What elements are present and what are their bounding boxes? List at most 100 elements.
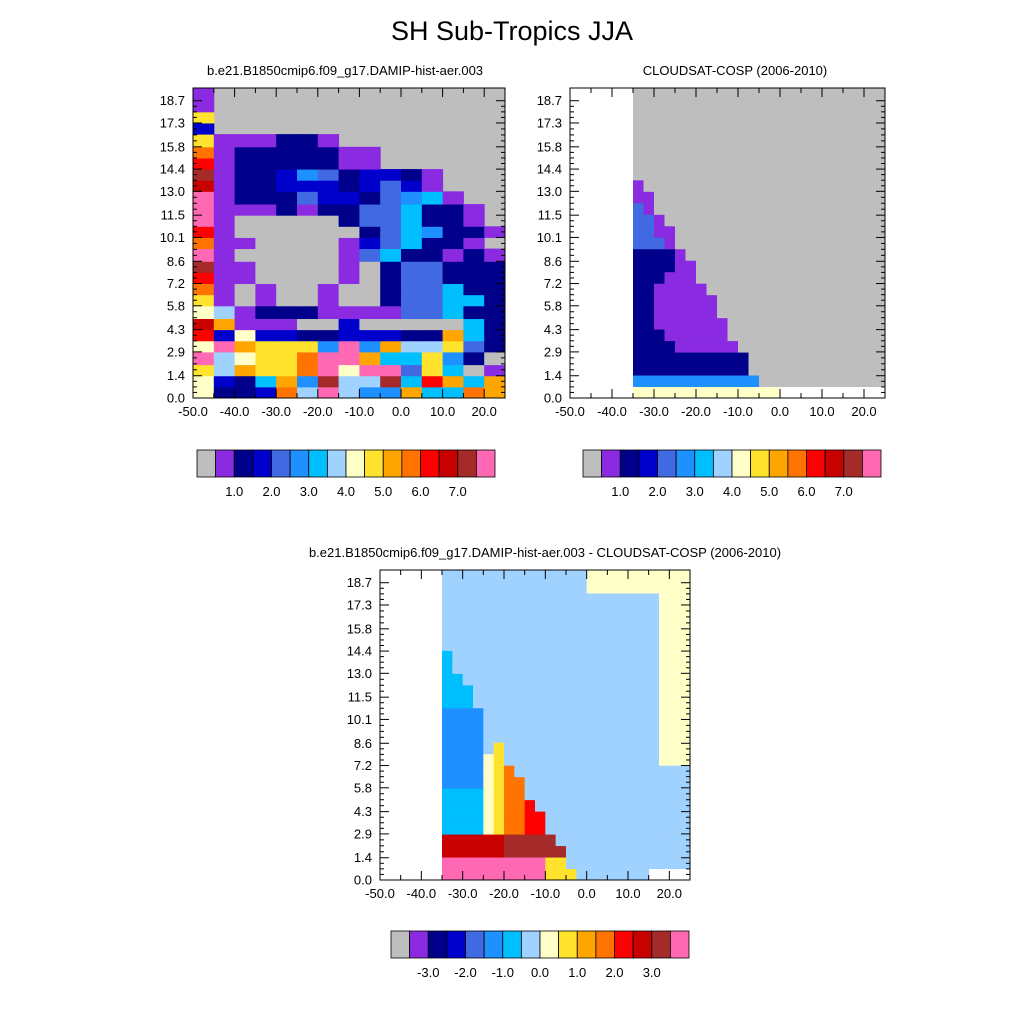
heatmap-cell: [811, 133, 823, 146]
heatmap-cell: [535, 742, 546, 755]
heatmap-cell: [748, 191, 760, 204]
heatmap-cell: [717, 88, 728, 100]
heatmap-cell: [864, 88, 875, 100]
heatmap-cell: [401, 237, 423, 250]
heatmap-cell: [276, 386, 298, 399]
y-tick-label: 17.3: [537, 115, 562, 130]
heatmap-cell: [874, 352, 886, 365]
heatmap-cell: [452, 868, 464, 881]
heatmap-cell: [380, 283, 402, 296]
heatmap-cell: [638, 581, 650, 594]
heatmap-cell: [545, 592, 557, 605]
heatmap-cell: [679, 570, 691, 582]
heatmap-cell: [790, 156, 802, 169]
heatmap-cell: [664, 179, 676, 192]
heatmap-cell: [801, 248, 812, 261]
heatmap-cell: [633, 122, 644, 135]
y-tick-label: 18.7: [160, 93, 185, 108]
x-tick-label: -40.0: [597, 404, 627, 419]
heatmap-cell: [545, 673, 557, 686]
heatmap-cell: [843, 156, 854, 169]
heatmap-cell: [297, 283, 319, 296]
heatmap-cell: [843, 294, 854, 307]
heatmap-cell: [717, 122, 728, 135]
heatmap-cell: [442, 638, 453, 651]
heatmap-cell: [297, 340, 319, 353]
heatmap-cell: [706, 248, 718, 261]
heatmap-cell: [832, 271, 844, 284]
heatmap-cell: [535, 615, 546, 628]
heatmap-cell: [654, 317, 665, 330]
heatmap-cell: [462, 684, 474, 697]
heatmap-cell: [769, 294, 781, 307]
heatmap-cell: [853, 88, 865, 100]
heatmap-cell: [597, 788, 608, 801]
heatmap-cell: [576, 776, 588, 789]
heatmap-cell: [643, 202, 655, 215]
heatmap-cell: [780, 237, 791, 250]
heatmap-cell: [727, 191, 739, 204]
heatmap-cell: [664, 122, 676, 135]
heatmap-cell: [473, 581, 484, 594]
heatmap-cell: [566, 868, 577, 881]
heatmap-cell: [504, 799, 515, 812]
heatmap-cell: [524, 845, 536, 858]
heatmap-cell: [654, 271, 665, 284]
heatmap-cell: [462, 730, 474, 743]
heatmap-cell: [628, 570, 639, 582]
heatmap-cell: [706, 168, 718, 181]
heatmap-cell: [706, 352, 718, 365]
heatmap-cell: [555, 834, 567, 847]
heatmap-cell: [790, 179, 802, 192]
heatmap-cell: [255, 204, 277, 216]
heatmap-cell: [607, 857, 619, 870]
heatmap-cell: [669, 615, 681, 628]
x-tick-label: 20.0: [851, 404, 876, 419]
heatmap-cell: [452, 822, 464, 835]
heatmap-cell: [675, 88, 686, 100]
heatmap-cell: [576, 788, 588, 801]
heatmap-cell: [493, 661, 505, 674]
heatmap-cell: [442, 696, 453, 709]
heatmap-cell: [685, 271, 697, 284]
heatmap-cell: [738, 260, 749, 273]
heatmap-cell: [832, 225, 844, 238]
heatmap-cell: [874, 306, 886, 319]
heatmap-cell: [338, 294, 360, 307]
heatmap-cell: [738, 248, 749, 261]
colorbar-box: [457, 449, 477, 478]
heatmap-cell: [524, 684, 536, 697]
heatmap-cell: [514, 811, 526, 824]
y-tick-label: 4.3: [354, 804, 372, 819]
heatmap-cell: [790, 88, 802, 100]
heatmap-cell: [462, 788, 474, 801]
heatmap-cell: [484, 294, 506, 307]
heatmap-cell: [514, 845, 526, 858]
y-tick-label: 14.4: [537, 162, 562, 177]
heatmap-cell: [193, 272, 215, 285]
heatmap-cell: [811, 191, 823, 204]
heatmap-cell: [338, 305, 360, 320]
heatmap-cell: [759, 237, 770, 250]
heatmap-cell: [675, 352, 686, 365]
heatmap-cell: [853, 271, 865, 284]
heatmap-cell: [643, 110, 655, 123]
heatmap-cell: [545, 581, 557, 594]
colorbar-box: [675, 449, 696, 478]
heatmap-cell: [317, 283, 340, 296]
heatmap-cell: [452, 845, 464, 858]
heatmap-cell: [607, 581, 619, 594]
heatmap-cell: [566, 730, 577, 743]
heatmap-cell: [576, 822, 588, 835]
heatmap-cell: [484, 329, 506, 342]
heatmap-cell: [380, 318, 402, 331]
heatmap-cell: [628, 615, 639, 628]
heatmap-cell: [853, 179, 865, 192]
heatmap-cell: [617, 822, 629, 835]
heatmap-cell: [638, 696, 650, 709]
heatmap-cell: [780, 179, 791, 192]
y-tick-label: 1.4: [167, 368, 185, 383]
heatmap-cell: [864, 214, 875, 227]
heatmap-cell: [780, 248, 791, 261]
heatmap-cell: [514, 627, 526, 640]
